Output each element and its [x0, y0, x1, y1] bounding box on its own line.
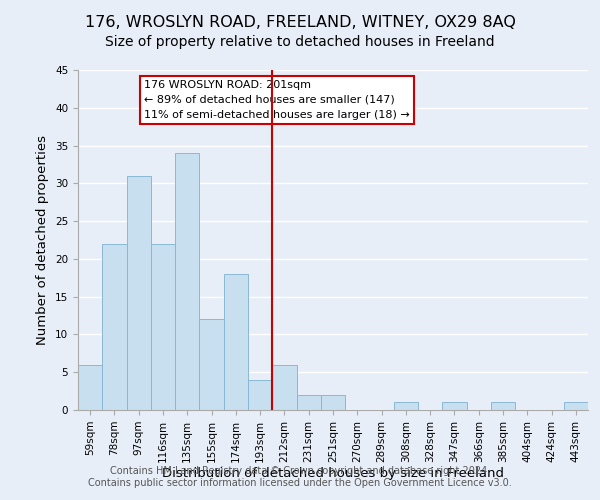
Bar: [321, 395, 345, 410]
Bar: [127, 176, 151, 410]
Bar: [102, 244, 127, 410]
Text: 176 WROSLYN ROAD: 201sqm
← 89% of detached houses are smaller (147)
11% of semi-: 176 WROSLYN ROAD: 201sqm ← 89% of detach…: [145, 80, 410, 120]
Bar: [394, 402, 418, 410]
Y-axis label: Number of detached properties: Number of detached properties: [37, 135, 49, 345]
Bar: [151, 244, 175, 410]
Bar: [175, 153, 199, 410]
Bar: [248, 380, 272, 410]
Bar: [442, 402, 467, 410]
Bar: [491, 402, 515, 410]
Bar: [564, 402, 588, 410]
X-axis label: Distribution of detached houses by size in Freeland: Distribution of detached houses by size …: [162, 468, 504, 480]
Text: Size of property relative to detached houses in Freeland: Size of property relative to detached ho…: [105, 35, 495, 49]
Bar: [272, 364, 296, 410]
Text: 176, WROSLYN ROAD, FREELAND, WITNEY, OX29 8AQ: 176, WROSLYN ROAD, FREELAND, WITNEY, OX2…: [85, 15, 515, 30]
Bar: [199, 320, 224, 410]
Text: Contains HM Land Registry data © Crown copyright and database right 2024.
Contai: Contains HM Land Registry data © Crown c…: [88, 466, 512, 487]
Bar: [78, 364, 102, 410]
Bar: [296, 395, 321, 410]
Bar: [224, 274, 248, 410]
